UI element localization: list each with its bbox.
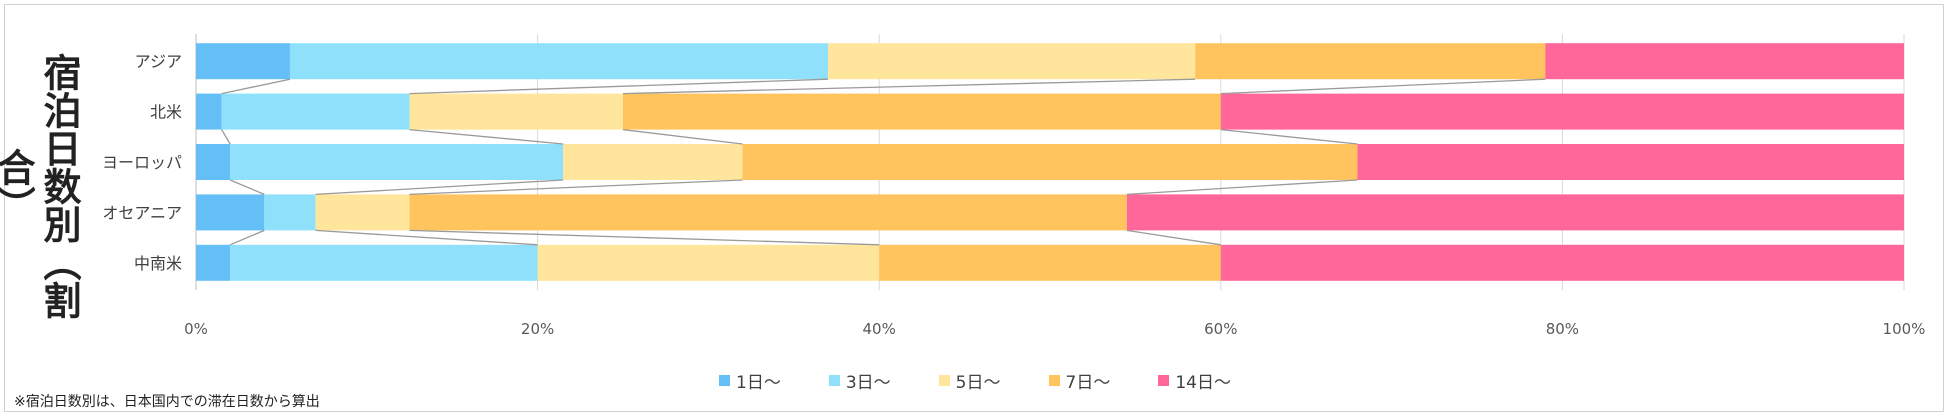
series-line xyxy=(409,229,880,246)
bar-segment xyxy=(1357,144,1904,180)
bar-segment xyxy=(1220,244,1904,281)
legend-item: 5日～ xyxy=(938,368,1001,393)
x-tick-label: 60% xyxy=(1204,320,1237,338)
bar-segment xyxy=(742,144,1358,180)
bar-segment xyxy=(1545,43,1904,80)
category-label: オセアニア xyxy=(102,203,182,222)
category-label: 中南米 xyxy=(134,254,182,273)
bar-segment xyxy=(264,194,316,231)
legend-label: 1日～ xyxy=(736,373,781,393)
bar-segment xyxy=(1126,194,1904,231)
series-line xyxy=(622,78,1196,95)
legend-swatch xyxy=(719,375,731,386)
series-line xyxy=(221,129,231,145)
legend-label: 14日～ xyxy=(1175,373,1231,393)
bar-segment xyxy=(196,43,290,80)
bar-segment xyxy=(196,144,231,180)
bar-segment xyxy=(1195,43,1546,80)
series-line xyxy=(1126,179,1358,196)
bar-segment xyxy=(230,144,564,180)
legend-swatch xyxy=(828,375,840,386)
bar-segment xyxy=(1220,93,1904,130)
bar-segment xyxy=(879,244,1221,281)
bar-segment xyxy=(196,93,222,130)
legend-label: 3日～ xyxy=(845,373,891,393)
side-title: 宿泊日数別（割合） xyxy=(0,53,81,319)
legend-item: 7日～ xyxy=(1048,368,1111,393)
footnote: ※宿泊日数別は、日本国内での滞在日数から算出 xyxy=(14,394,320,410)
bar-segment xyxy=(409,93,623,130)
bar-segment xyxy=(196,194,265,231)
x-tick-label: 100% xyxy=(1883,320,1926,338)
bar-segment xyxy=(827,43,1196,80)
series-line xyxy=(409,128,564,145)
series-line xyxy=(409,179,743,196)
series-line xyxy=(221,78,291,95)
legend-label: 7日～ xyxy=(1065,373,1111,393)
bar-segment xyxy=(315,194,410,231)
series-line xyxy=(315,179,564,196)
bar-segment xyxy=(230,244,538,281)
x-tick-label: 20% xyxy=(521,320,554,338)
series-line xyxy=(229,179,265,195)
series-line xyxy=(1126,229,1221,246)
bar-segment xyxy=(623,93,1221,130)
bar-segment xyxy=(289,43,828,80)
legend-swatch xyxy=(1158,375,1170,386)
category-label: ヨーロッパ xyxy=(102,153,182,172)
series-line xyxy=(1220,78,1546,95)
bar-segment xyxy=(409,194,1127,231)
series-line xyxy=(622,128,743,145)
legend-item: 14日～ xyxy=(1158,368,1231,393)
series-line xyxy=(229,229,265,246)
legend-item: 1日～ xyxy=(719,368,781,393)
x-tick-label: 80% xyxy=(1546,320,1579,338)
legend-label: 5日～ xyxy=(955,373,1001,393)
legend-swatch xyxy=(1048,375,1060,386)
category-label: アジア xyxy=(135,52,182,71)
legend-swatch xyxy=(938,375,950,386)
legend-item: 3日～ xyxy=(828,368,891,393)
bar-segment xyxy=(196,244,231,281)
x-tick-label: 0% xyxy=(184,320,208,338)
series-line xyxy=(1220,128,1358,145)
bars-layer xyxy=(196,43,1904,281)
bar-segment xyxy=(537,244,880,281)
bar-segment xyxy=(563,144,743,180)
bar-segment xyxy=(221,93,410,130)
x-tick-label: 40% xyxy=(863,320,896,338)
category-label: 北米 xyxy=(150,103,182,122)
series-line xyxy=(315,229,538,246)
series-lines-layer xyxy=(221,78,1546,246)
legend: 1日～ 3日～ 5日～ 7日～ 14日～ xyxy=(0,368,1950,393)
series-line xyxy=(409,78,828,95)
